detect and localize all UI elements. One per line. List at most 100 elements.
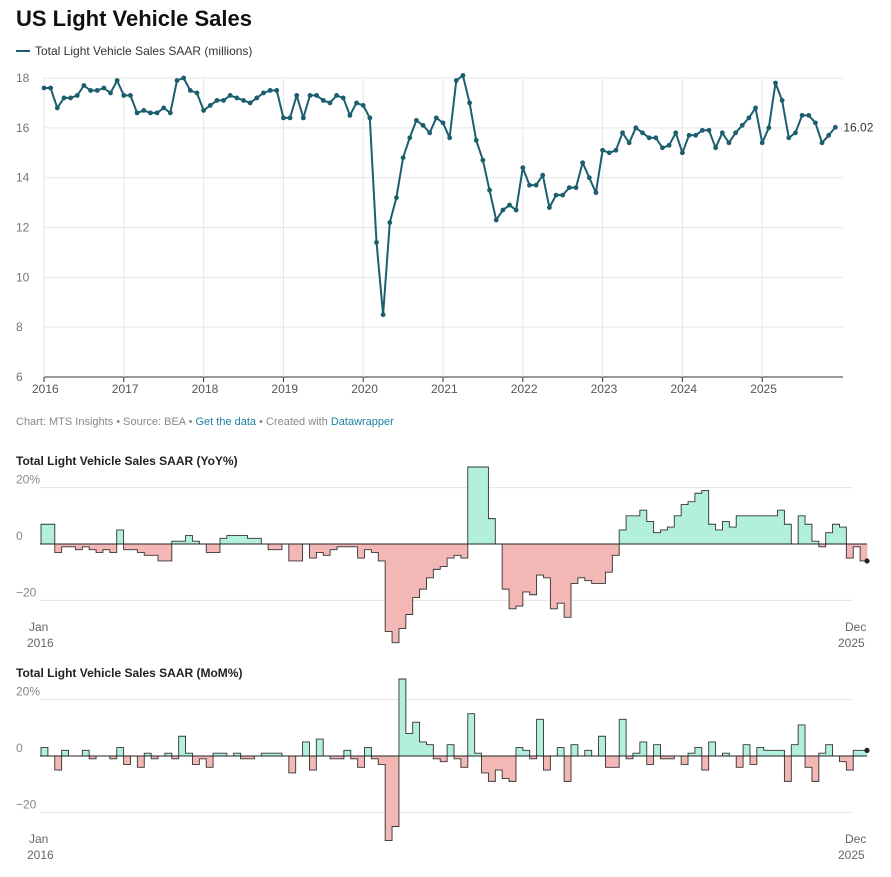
positive-bar — [708, 524, 716, 544]
negative-bar — [137, 756, 145, 768]
positive-bar — [653, 532, 661, 544]
data-point — [799, 112, 805, 118]
positive-bar — [626, 515, 634, 544]
data-point — [407, 135, 413, 141]
positive-bar — [632, 753, 641, 756]
data-point — [433, 115, 439, 121]
negative-bar — [440, 756, 448, 762]
legend-swatch — [16, 50, 30, 52]
negative-bar — [275, 544, 283, 550]
data-point — [513, 207, 519, 213]
negative-bar — [447, 544, 455, 559]
negative-bar — [295, 544, 303, 561]
positive-bar — [247, 538, 255, 544]
negative-bar — [481, 756, 489, 773]
data-point — [114, 78, 120, 83]
data-point — [786, 135, 792, 141]
x-tick-label: 2025 — [750, 382, 777, 396]
data-point — [719, 130, 725, 136]
data-point — [281, 115, 286, 121]
positive-bar — [811, 541, 820, 544]
positive-bar — [219, 753, 228, 756]
legend: Total Light Vehicle Sales SAAR (millions… — [16, 44, 252, 58]
data-point — [600, 147, 605, 153]
positive-bar — [557, 747, 565, 756]
end-point — [864, 558, 870, 564]
negative-bar — [536, 544, 544, 576]
positive-bar — [302, 741, 310, 756]
data-point — [633, 125, 639, 131]
data-point — [467, 100, 472, 106]
negative-bar — [96, 544, 104, 553]
negative-bar — [412, 544, 420, 598]
data-point — [121, 93, 127, 98]
negative-bar — [646, 756, 655, 765]
data-point — [347, 112, 353, 118]
data-point — [340, 95, 346, 101]
positive-bar — [701, 490, 710, 544]
positive-bar — [522, 750, 531, 756]
negative-bar — [805, 756, 813, 768]
step-outline — [40, 678, 867, 842]
data-point — [247, 100, 253, 106]
negative-bar — [392, 756, 400, 827]
data-point — [699, 127, 705, 133]
positive-bar — [632, 515, 641, 544]
positive-bar — [41, 524, 49, 544]
negative-bar — [268, 544, 276, 550]
negative-bar — [584, 544, 593, 581]
negative-bar — [371, 544, 379, 553]
negative-bar — [336, 756, 345, 759]
positive-bar — [825, 532, 833, 544]
negative-bar — [343, 544, 352, 547]
data-point — [640, 130, 645, 136]
data-point — [593, 190, 599, 196]
negative-bar — [164, 544, 173, 561]
positive-bar — [736, 515, 744, 544]
positive-bar — [398, 679, 407, 756]
positive-bar — [749, 515, 758, 544]
negative-bar — [660, 756, 668, 759]
negative-bar — [316, 544, 324, 553]
negative-bar — [529, 756, 537, 759]
x-tick-label: 2022 — [511, 382, 538, 396]
data-point — [254, 95, 260, 101]
data-point — [194, 90, 200, 96]
data-point — [167, 110, 173, 116]
negative-bar — [330, 756, 338, 759]
data-point — [759, 140, 765, 146]
positive-bar — [481, 467, 489, 544]
data-point — [680, 150, 685, 156]
positive-bar — [116, 529, 124, 544]
positive-bar — [412, 722, 420, 756]
step-outline — [40, 466, 867, 644]
negative-bar — [392, 544, 400, 643]
data-point — [553, 192, 559, 198]
positive-bar — [536, 719, 544, 756]
data-point — [68, 95, 73, 101]
data-point — [427, 130, 433, 136]
y-tick-label: 20% — [16, 685, 40, 699]
data-point — [739, 122, 745, 128]
y-tick-label: 0 — [16, 529, 23, 543]
data-point — [354, 100, 359, 106]
negative-bar — [158, 544, 166, 561]
negative-bar — [612, 544, 620, 556]
data-point — [440, 120, 446, 126]
positive-bar — [818, 753, 827, 756]
positive-bar — [144, 753, 152, 756]
data-point — [753, 105, 758, 111]
data-point — [673, 130, 679, 136]
get-data-link[interactable]: Get the data — [195, 416, 257, 428]
negative-bar — [667, 756, 675, 759]
negative-bar — [605, 544, 613, 573]
positive-bar — [515, 747, 524, 756]
datawrapper-link[interactable]: Datawrapper — [330, 416, 394, 428]
x-end-month: Dec — [845, 832, 866, 846]
positive-bar — [722, 753, 730, 756]
positive-bar — [405, 733, 414, 756]
negative-bar — [509, 756, 517, 782]
positive-bar — [763, 515, 772, 544]
data-point — [813, 120, 818, 126]
data-point — [819, 140, 825, 146]
